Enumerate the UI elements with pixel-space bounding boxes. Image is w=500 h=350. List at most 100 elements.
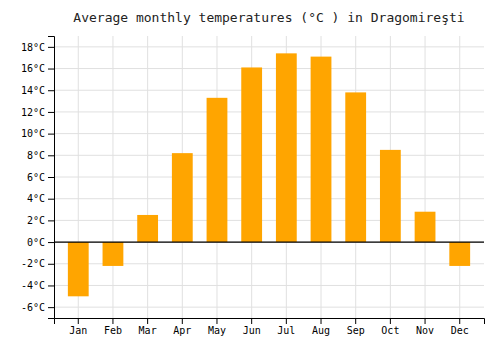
x-tick-label: Apr [173, 325, 191, 336]
y-tick-label: -4°C [21, 280, 45, 291]
x-tick-label: Aug [312, 325, 330, 336]
grid-line [54, 307, 484, 308]
grid-line [112, 36, 113, 318]
x-tick-mark [425, 318, 426, 324]
y-tick-label: 8°C [27, 150, 45, 161]
x-axis-line [55, 319, 485, 325]
x-tick-label: Nov [416, 325, 434, 336]
grid-line [54, 133, 484, 134]
y-tick-mark [48, 112, 54, 113]
y-tick: 12°C [21, 107, 54, 118]
plot: -6°C -4°C -2°C 0°C 2°C 4°C 6°C 8°C 10°C 12°C 14°C 1… [21, 36, 485, 336]
y-tick-mark [48, 134, 54, 135]
x-tick: Mar [139, 318, 157, 336]
zero-line [54, 241, 484, 242]
x-tick-label: Oct [381, 325, 399, 336]
y-tick: 10°C [21, 128, 54, 139]
x-tick: Oct [381, 318, 399, 336]
grid-line [54, 198, 484, 199]
y-tick-label: 10°C [21, 128, 45, 139]
y-tick-label: 18°C [21, 42, 45, 53]
bar [172, 153, 193, 242]
y-tick-label: 14°C [21, 85, 45, 96]
x-tick-mark [321, 318, 322, 324]
x-tick: Apr [173, 318, 191, 336]
y-tick-label: -6°C [21, 302, 45, 313]
bar [449, 242, 470, 266]
x-tick-mark [78, 318, 79, 324]
grid-line [147, 36, 148, 318]
y-tick: 6°C [27, 172, 54, 183]
x-tick: May [208, 318, 226, 336]
y-tick-label: 2°C [27, 215, 45, 226]
x-tick-mark [251, 318, 252, 324]
y-tick-label: -2°C [21, 258, 45, 269]
bar [380, 150, 401, 242]
grid-line [54, 285, 484, 286]
x-tick: Feb [104, 318, 122, 336]
x-tick-mark [459, 318, 460, 324]
y-tick: 4°C [27, 193, 54, 204]
x-tick-label: Mar [139, 325, 157, 336]
y-tick-mark [48, 47, 54, 48]
y-tick-mark [48, 199, 54, 200]
y-tick-mark [48, 69, 54, 70]
x-tick-mark [182, 318, 183, 324]
y-axis-line [48, 37, 55, 319]
x-tick: Sep [347, 318, 365, 336]
y-tick-mark [48, 285, 54, 286]
y-tick-label: 0°C [27, 237, 45, 248]
x-tick-mark [390, 318, 391, 324]
title: Average monthly temperatures (°C ) in Dr… [73, 10, 464, 25]
bar [68, 242, 89, 296]
x-tick-label: Feb [104, 325, 122, 336]
bar [137, 215, 158, 242]
y-tick: 16°C [21, 63, 54, 74]
grid-line [425, 36, 426, 318]
y-tick-label: 4°C [27, 193, 45, 204]
y-tick-mark [48, 177, 54, 178]
y-tick: 8°C [27, 150, 54, 161]
bar [415, 212, 436, 242]
x-tick: Nov [416, 318, 434, 336]
bar [345, 92, 366, 242]
y-tick-label: 12°C [21, 107, 45, 118]
x-tick-label: Jun [243, 325, 261, 336]
x-tick: Jul [277, 318, 295, 336]
grid-line [54, 242, 484, 243]
x-tick-mark [112, 318, 113, 324]
y-tick: -4°C [21, 280, 54, 291]
x-tick: Aug [312, 318, 330, 336]
x-tick-label: Jul [277, 325, 295, 336]
x-tick-mark [286, 318, 287, 324]
y-tick-mark [48, 264, 54, 265]
x-tick-label: May [208, 325, 226, 336]
x-axis: Jan Feb Mar Apr May Jun Jul Aug Sep Oct Nov Dec [55, 318, 485, 336]
y-tick-mark [48, 242, 54, 243]
grid-line [54, 90, 484, 91]
y-axis: -6°C -4°C -2°C 0°C 2°C 4°C 6°C 8°C 10°C 12°C 14°C 1… [21, 37, 55, 319]
grid-line [54, 68, 484, 69]
bars [68, 53, 470, 296]
grid [54, 36, 484, 318]
x-tick-label: Sep [347, 325, 365, 336]
y-tick: -6°C [21, 302, 54, 313]
x-tick-label: Dec [451, 325, 469, 336]
grid-line [459, 36, 460, 318]
y-tick: 0°C [27, 237, 54, 248]
y-tick: 14°C [21, 85, 54, 96]
y-tick: 2°C [27, 215, 54, 226]
y-tick: -2°C [21, 258, 54, 269]
bar [311, 57, 332, 242]
grid-line [54, 111, 484, 112]
y-tick-mark [48, 90, 54, 91]
x-tick-mark [147, 318, 148, 324]
y-tick-mark [48, 155, 54, 156]
grid-line [54, 46, 484, 47]
bar [207, 98, 228, 242]
bar [241, 67, 262, 242]
x-tick: Jun [243, 318, 261, 336]
x-tick-label: Jan [69, 325, 87, 336]
bar [276, 53, 297, 242]
y-tick-mark [48, 307, 54, 308]
